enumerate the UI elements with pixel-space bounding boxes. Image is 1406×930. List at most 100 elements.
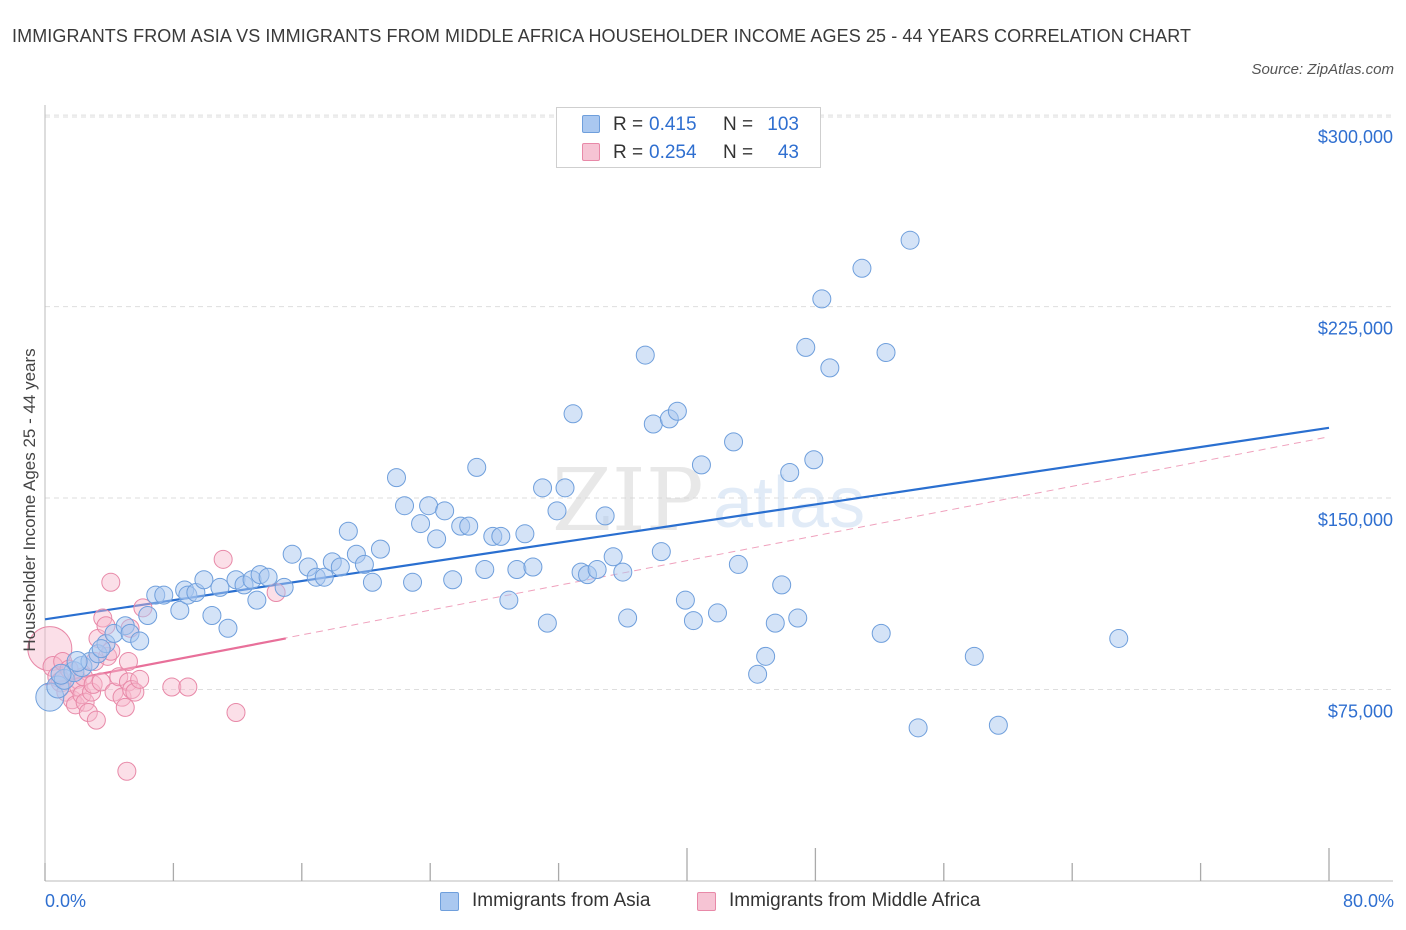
data-point-asia [691, 455, 711, 475]
data-point-asia [587, 560, 607, 580]
legend-r-value: 0.415 [649, 114, 697, 135]
legend-r-label: R = [613, 142, 644, 163]
data-point-asia [651, 542, 671, 562]
data-point-asia [427, 529, 447, 549]
data-point-asia [459, 516, 479, 536]
y-tick-label: $75,000 [1328, 702, 1393, 722]
data-point-asia [507, 560, 527, 580]
data-point-asia [756, 646, 776, 666]
data-point-middle-africa [162, 677, 182, 697]
correlation-legend: R = 0.415 N = 103 R = 0.254 N = 43 [556, 107, 821, 168]
y-axis-title: Householder Income Ages 25 - 44 years [20, 348, 39, 652]
y-tick-label: $300,000 [1318, 127, 1393, 147]
data-point-asia [563, 404, 583, 424]
data-point-asia [595, 506, 615, 526]
data-point-asia [988, 715, 1008, 735]
data-point-asia [338, 521, 358, 541]
data-point-middle-africa [117, 761, 137, 781]
data-point-asia [675, 590, 695, 610]
data-point-middle-africa [75, 692, 95, 712]
data-point-middle-africa [109, 667, 129, 687]
data-point-asia [852, 258, 872, 278]
data-point-middle-africa [83, 674, 103, 694]
data-point-asia [395, 496, 415, 516]
data-point-middle-africa [226, 703, 246, 723]
data-point-asia [50, 663, 72, 685]
data-point-asia [724, 432, 744, 452]
data-point-middle-africa [213, 549, 233, 569]
data-point-asia [435, 501, 455, 521]
data-point-asia [467, 457, 487, 477]
data-point-asia [491, 526, 511, 546]
data-point-asia [218, 618, 238, 638]
y-tick-label: $150,000 [1318, 510, 1393, 530]
x-axis-min-label: 0.0% [45, 891, 87, 911]
data-point-asia [170, 600, 190, 620]
data-point-asia [274, 577, 294, 597]
data-point-middle-africa [115, 697, 135, 717]
data-point-asia [258, 567, 278, 587]
data-point-asia [788, 608, 808, 628]
data-point-asia [354, 554, 374, 574]
data-point-middle-africa [125, 682, 145, 702]
legend-label-asia: Immigrants from Asia [472, 890, 651, 911]
axes [44, 105, 1393, 882]
data-point-middle-africa [82, 682, 102, 702]
legend-swatch-middle-africa [582, 143, 600, 161]
data-point-asia [533, 478, 553, 498]
data-point-asia [362, 572, 382, 592]
data-point-asia [403, 572, 423, 592]
data-point-asia [210, 577, 230, 597]
data-point-asia [613, 562, 633, 582]
data-point-asia [804, 450, 824, 470]
y-tick-label: $225,000 [1318, 319, 1393, 339]
data-point-asia [667, 401, 687, 421]
data-point-asia [871, 623, 891, 643]
legend-n-value: 43 [777, 142, 799, 163]
data-point-asia [138, 605, 158, 625]
series-legend: Immigrants from Asia Immigrants from Mid… [0, 889, 1406, 915]
data-point-asia [370, 539, 390, 559]
chart-title: IMMIGRANTS FROM ASIA VS IMMIGRANTS FROM … [12, 26, 1192, 46]
data-point-asia [796, 337, 816, 357]
data-point-asia [780, 463, 800, 483]
legend-row-asia: R = 0.415 N = 103 [557, 111, 820, 137]
data-point-asia [443, 570, 463, 590]
source-label: Source: ZipAtlas.com [1251, 61, 1394, 78]
data-point-asia [707, 603, 727, 623]
data-point-asia [515, 524, 535, 544]
legend-swatch-asia [582, 115, 600, 133]
data-point-asia [748, 664, 768, 684]
x-axis-max-label: 80.0% [1342, 891, 1394, 911]
grid-lines [45, 114, 1393, 691]
data-point-asia [555, 478, 575, 498]
data-point-asia [411, 514, 431, 534]
data-point-middle-africa [118, 672, 138, 692]
data-point-middle-africa [130, 669, 150, 689]
legend-r-value: 0.254 [649, 142, 697, 163]
data-point-middle-africa [118, 651, 138, 671]
data-point-asia [900, 230, 920, 250]
y-tick-labels: $75,000 $150,000 $225,000 $300,000 [1318, 127, 1393, 721]
data-point-asia [643, 414, 663, 434]
legend-n-value: 103 [767, 114, 799, 135]
data-point-asia [635, 345, 655, 365]
data-point-asia [820, 358, 840, 378]
data-point-asia [1109, 628, 1129, 648]
data-point-asia [537, 613, 557, 633]
legend-row-middle-africa: R = 0.254 N = 43 [557, 139, 820, 165]
data-point-asia [618, 608, 638, 628]
legend-swatch-middle-africa [697, 892, 716, 911]
data-point-asia [908, 718, 928, 738]
data-point-asia [282, 544, 302, 564]
data-point-middle-africa [78, 703, 98, 723]
series-asia-points [35, 230, 1129, 738]
trend-line-asia [44, 426, 1330, 621]
data-point-asia [314, 567, 334, 587]
data-point-middle-africa [122, 680, 142, 700]
data-point-asia [330, 557, 350, 577]
data-point-asia [964, 646, 984, 666]
data-point-asia [876, 343, 896, 363]
legend-swatch-asia [440, 892, 459, 911]
